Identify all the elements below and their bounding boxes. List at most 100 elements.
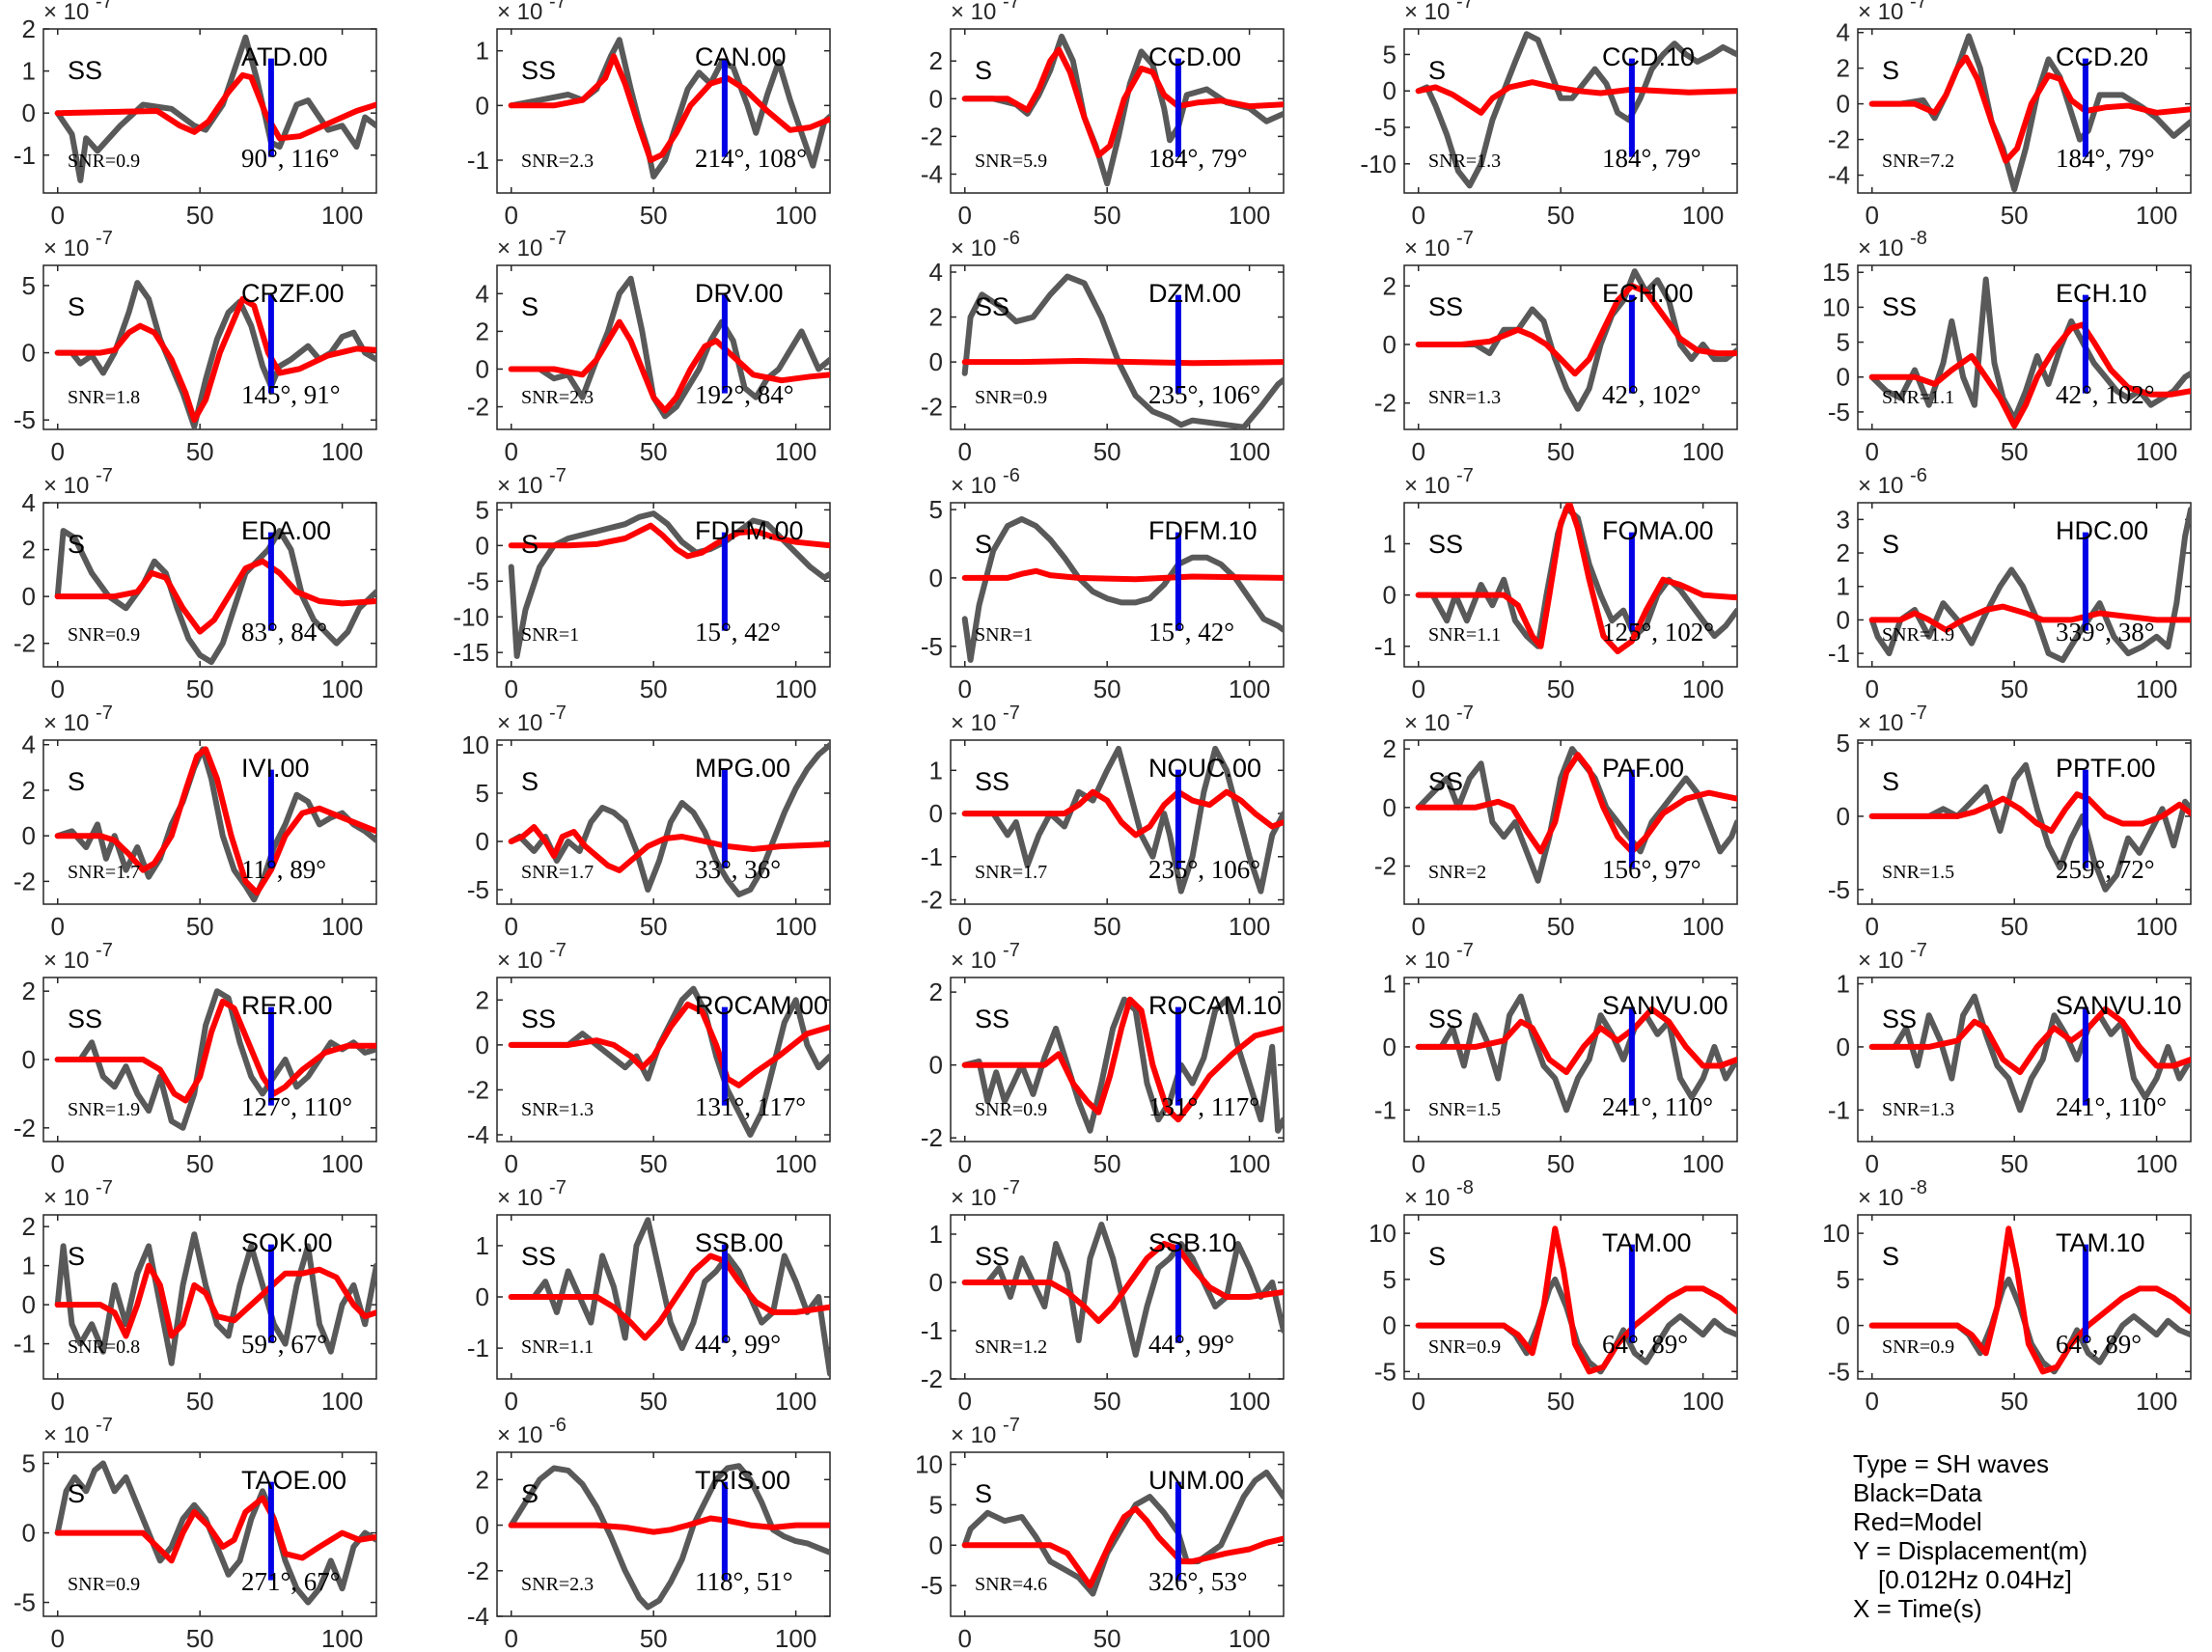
y-exponent-label: × 10 -6 xyxy=(497,1415,567,1448)
x-tick-label: 50 xyxy=(1547,1149,1575,1178)
y-tick-label: 1 xyxy=(929,1220,943,1249)
y-tick-label: 0 xyxy=(929,564,943,592)
x-tick-label: 50 xyxy=(640,1624,668,1652)
phase-label: S xyxy=(1882,530,1899,559)
angles-label: 90°, 116° xyxy=(241,144,340,173)
y-tick-label: -2 xyxy=(921,1123,943,1152)
y-exponent-label: × 10 -6 xyxy=(951,465,1020,499)
x-tick-label: 100 xyxy=(1682,201,1724,230)
y-exponent-label: × 10 -7 xyxy=(43,228,113,262)
y-exponent-label: × 10 -7 xyxy=(497,0,567,25)
model-trace xyxy=(1415,79,1737,116)
y-tick-label: 0 xyxy=(476,91,489,120)
y-tick-label: 0 xyxy=(22,1045,36,1074)
y-tick-label: 0 xyxy=(929,1051,943,1080)
station-label: PPTF.00 xyxy=(2056,754,2156,783)
y-tick-label: 0 xyxy=(1383,581,1396,610)
model-trace xyxy=(54,1262,376,1339)
y-tick-label: -5 xyxy=(467,875,489,904)
phase-label: S xyxy=(521,530,539,559)
y-tick-label: 0 xyxy=(1383,793,1396,822)
legend-band: [0.012Hz 0.04Hz] xyxy=(1878,1565,2072,1594)
y-tick-label: 2 xyxy=(476,1465,489,1494)
y-tick-label: 10 xyxy=(915,1450,943,1479)
panel-ech-10: 0 50 100 -5 0 5 10 15 × 10 -8 SS ECH.10 SNR=1.1 42°,… xyxy=(1822,228,2192,466)
x-tick-label: 0 xyxy=(958,437,972,466)
axes-frame xyxy=(1403,28,1738,194)
x-tick-label: 100 xyxy=(1229,1624,1270,1652)
phase-label: SS xyxy=(521,1005,556,1033)
y-tick-label: -5 xyxy=(1828,398,1850,427)
y-tick-label: 1 xyxy=(476,37,489,66)
y-tick-label: -1 xyxy=(1828,639,1850,668)
panel-paf-00: 0 50 100 -2 0 2 × 10 -7 SS PAF.00 SNR=2 156°, 97° xyxy=(1374,702,1738,941)
x-tick-label: 0 xyxy=(505,201,518,230)
model-trace xyxy=(1415,503,1737,655)
model-trace xyxy=(508,318,830,414)
y-tick-label: -5 xyxy=(1374,1357,1396,1386)
x-tick-label: 50 xyxy=(1093,201,1121,230)
y-tick-label: -4 xyxy=(467,1120,489,1149)
x-tick-label: 0 xyxy=(51,1387,65,1416)
y-tick-label: -10 xyxy=(1360,150,1396,179)
y-exponent-label: × 10 -7 xyxy=(1404,228,1474,262)
snr-label: SNR=0.9 xyxy=(68,1574,140,1595)
panel-taoe-00: 0 50 100 -5 0 5× 10 -7 S TAOE.00 SNR=0.9 271°, 67… xyxy=(14,1415,377,1652)
axes-frame xyxy=(1857,502,2192,668)
x-tick-label: 50 xyxy=(640,675,668,703)
x-tick-label: 50 xyxy=(640,201,668,230)
axes-frame xyxy=(950,264,1285,430)
y-tick-label: 0 xyxy=(929,84,943,113)
y-tick-label: -5 xyxy=(14,405,36,434)
panel-ssb-00: 0 50 100 -1 0 1 × 10 -7 SS SSB.00 SNR=1.1 44°, 99° xyxy=(467,1177,831,1416)
phase-label: SS xyxy=(1428,1005,1463,1033)
phase-label: SS xyxy=(521,56,556,85)
phase-label: SS xyxy=(1882,1005,1917,1033)
model-trace xyxy=(54,998,376,1104)
model-trace xyxy=(54,558,376,635)
x-tick-label: 100 xyxy=(1682,912,1724,941)
y-tick-label: 4 xyxy=(22,488,36,517)
model-trace xyxy=(961,46,1284,158)
x-tick-label: 50 xyxy=(186,1387,214,1416)
x-tick-label: 50 xyxy=(1093,675,1121,703)
snr-label: SNR=1.5 xyxy=(1882,862,1954,883)
snr-label: SNR=2.3 xyxy=(521,151,594,172)
panel-foma-00: 0 50 100 -1 0 1 × 10 -7 SS FOMA.00 SNR=1.1 125°, 1… xyxy=(1374,465,1738,703)
y-exponent-label: × 10 -7 xyxy=(1404,0,1474,25)
phase-label: S xyxy=(1428,56,1446,85)
figure-legend: Type = SH waves Black=Data Red=Model Y =… xyxy=(1853,1449,2088,1623)
snr-label: SNR=1.9 xyxy=(68,1099,140,1120)
phase-label: SS xyxy=(68,1005,102,1033)
y-tick-label: 0 xyxy=(1383,1311,1396,1340)
y-tick-label: 1 xyxy=(929,756,943,785)
phase-label: SS xyxy=(521,1242,556,1271)
model-trace xyxy=(1415,1225,1737,1375)
model-trace xyxy=(961,358,1284,367)
snr-label: SNR=5.9 xyxy=(975,151,1047,172)
y-tick-label: -1 xyxy=(467,146,489,175)
station-label: EDA.00 xyxy=(241,516,331,545)
x-tick-label: 100 xyxy=(2136,912,2177,941)
x-tick-label: 100 xyxy=(775,675,816,703)
x-tick-label: 50 xyxy=(640,912,668,941)
station-label: CRZF.00 xyxy=(241,279,345,308)
x-tick-label: 0 xyxy=(1866,675,1879,703)
panel-sanvu-00: 0 50 100 -1 0 1 × 10 -7 SS SANVU.00 SNR=1.5 241°, … xyxy=(1374,940,1738,1178)
snr-label: SNR=1.1 xyxy=(1882,387,1954,408)
angles-label: 127°, 110° xyxy=(241,1092,352,1121)
x-tick-label: 100 xyxy=(775,201,816,230)
phase-label: SS xyxy=(1882,292,1917,321)
panel-nouc-00: 0 50 100 -2 -1 0 1 × 10 -7 SS NOUC.00 SNR=1.7 235°,… xyxy=(921,702,1285,941)
y-tick-label: 5 xyxy=(476,495,489,524)
angles-label: 339°, 38° xyxy=(2056,618,2155,647)
y-tick-label: -5 xyxy=(921,632,943,661)
angles-label: 44°, 99° xyxy=(695,1330,781,1359)
y-tick-label: -1 xyxy=(921,842,943,871)
station-label: ECH.00 xyxy=(1602,279,1694,308)
snr-label: SNR=1.7 xyxy=(521,862,594,883)
model-trace xyxy=(1415,752,1737,855)
panel-sok-00: 0 50 100 -1 0 1 2× 10 -7 S SOK.00 SNR=0.8 59°, 67° xyxy=(14,1177,377,1416)
panel-fdfm-10: 0 50 100 -5 0 5 × 10 -6 S FDFM.10 SNR=1 15°, 42° xyxy=(921,465,1285,703)
snr-label: SNR=0.9 xyxy=(975,1099,1047,1120)
